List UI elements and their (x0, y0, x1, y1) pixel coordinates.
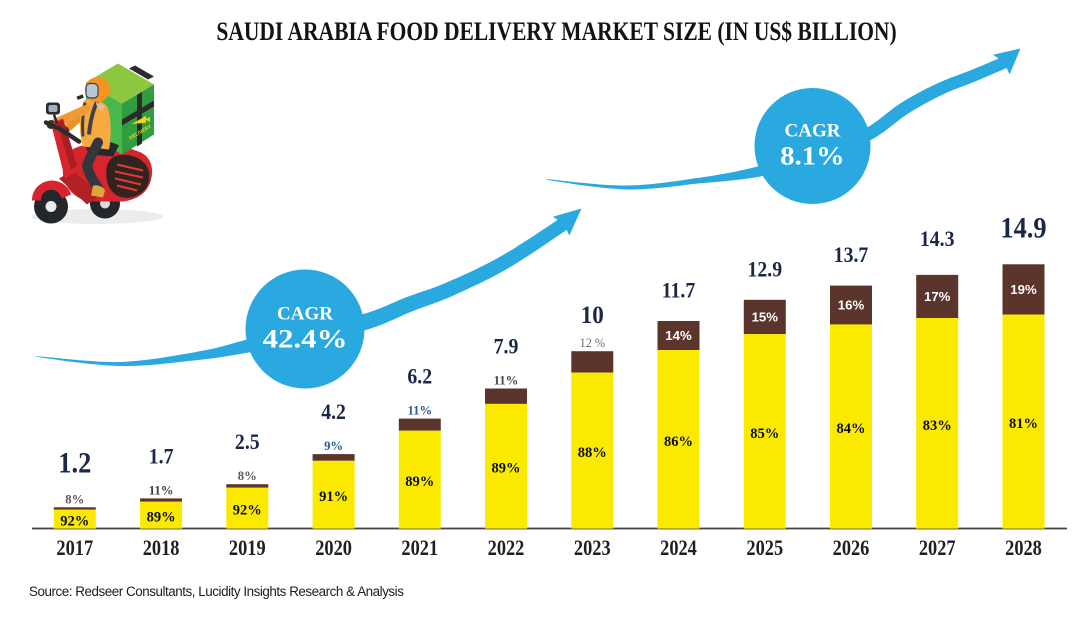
svg-text:12.9: 12.9 (747, 256, 782, 281)
svg-text:4.2: 4.2 (321, 399, 346, 424)
svg-text:11.7: 11.7 (662, 278, 696, 303)
svg-text:14%: 14% (665, 328, 692, 343)
svg-text:8%: 8% (238, 469, 257, 483)
svg-text:86%: 86% (664, 434, 693, 450)
svg-text:2023: 2023 (574, 537, 611, 561)
svg-text:11%: 11% (149, 483, 174, 497)
svg-text:2018: 2018 (143, 537, 180, 561)
svg-text:2024: 2024 (660, 537, 697, 561)
svg-text:16%: 16% (838, 298, 865, 313)
svg-text:14.3: 14.3 (920, 226, 955, 251)
svg-text:2027: 2027 (919, 537, 956, 561)
svg-text:19%: 19% (1010, 282, 1037, 297)
svg-text:42.4%: 42.4% (262, 326, 347, 354)
svg-text:8%: 8% (65, 492, 84, 506)
svg-text:81%: 81% (1009, 416, 1038, 432)
svg-text:89%: 89% (147, 510, 176, 526)
svg-text:1.2: 1.2 (58, 447, 91, 480)
svg-text:8.1%: 8.1% (780, 142, 844, 171)
svg-text:2017: 2017 (56, 537, 93, 561)
svg-text:84%: 84% (837, 421, 866, 437)
svg-text:13.7: 13.7 (834, 242, 869, 267)
svg-text:6.2: 6.2 (407, 364, 432, 389)
svg-text:2026: 2026 (833, 537, 870, 561)
svg-text:2022: 2022 (488, 537, 525, 561)
svg-text:11%: 11% (494, 374, 519, 388)
svg-text:7.9: 7.9 (494, 334, 519, 359)
svg-text:11%: 11% (407, 404, 432, 418)
svg-text:10: 10 (581, 301, 604, 329)
svg-text:17%: 17% (924, 289, 951, 304)
svg-text:14.9: 14.9 (1000, 212, 1046, 245)
svg-text:12 %: 12 % (580, 336, 605, 350)
svg-text:2028: 2028 (1005, 537, 1042, 561)
svg-text:92%: 92% (233, 503, 262, 519)
svg-text:9%: 9% (324, 439, 343, 453)
svg-text:2.5: 2.5 (235, 429, 260, 454)
svg-text:89%: 89% (405, 474, 434, 490)
svg-text:2021: 2021 (401, 537, 438, 561)
svg-text:CAGR: CAGR (785, 121, 841, 142)
svg-text:91%: 91% (319, 489, 348, 505)
svg-text:2020: 2020 (315, 537, 352, 561)
svg-text:92%: 92% (60, 514, 89, 530)
svg-text:15%: 15% (752, 309, 779, 324)
svg-text:83%: 83% (923, 418, 952, 434)
svg-text:88%: 88% (578, 445, 607, 461)
svg-text:2025: 2025 (746, 537, 783, 561)
svg-text:2019: 2019 (229, 537, 266, 561)
svg-text:1.7: 1.7 (149, 443, 174, 468)
svg-text:CAGR: CAGR (277, 304, 333, 325)
svg-text:85%: 85% (750, 426, 779, 442)
svg-text:89%: 89% (492, 461, 521, 477)
